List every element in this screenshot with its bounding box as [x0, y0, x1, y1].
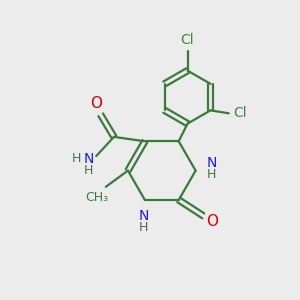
- Text: O: O: [206, 214, 218, 229]
- Text: O: O: [90, 96, 102, 111]
- Text: H: H: [84, 164, 94, 177]
- Text: H: H: [139, 221, 148, 234]
- Text: N: N: [138, 209, 148, 223]
- Text: Cl: Cl: [233, 106, 247, 120]
- Text: N: N: [84, 152, 94, 166]
- Text: H: H: [72, 152, 81, 166]
- Text: N: N: [207, 156, 217, 170]
- Text: CH₃: CH₃: [85, 191, 109, 205]
- Text: Cl: Cl: [181, 33, 194, 47]
- Text: H: H: [207, 168, 217, 181]
